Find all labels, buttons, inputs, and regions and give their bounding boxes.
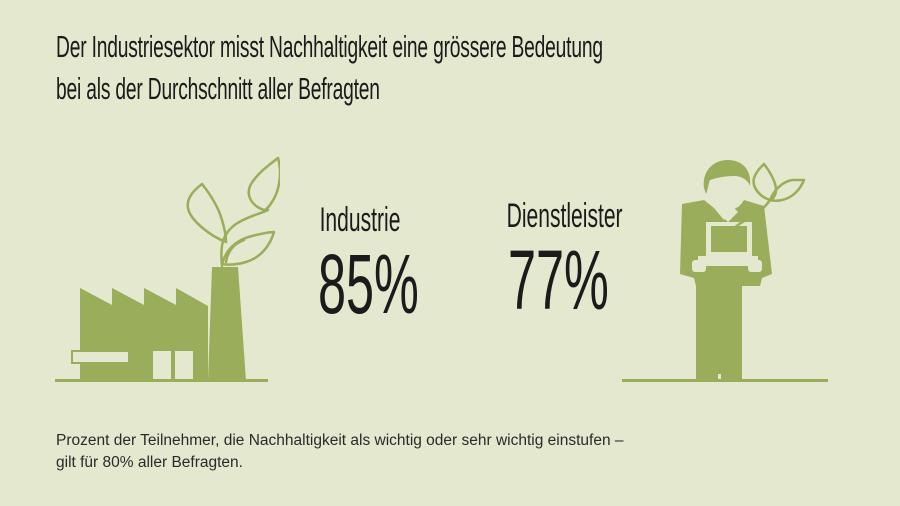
stat-value: 85% <box>318 237 419 331</box>
person-with-laptop-and-sprout-icon <box>622 160 828 382</box>
footnote: Prozent der Teilnehmer, die Nachhaltigke… <box>56 430 816 474</box>
title-line-1: Der Industriesektor misst Nachhaltigkeit… <box>56 29 603 64</box>
stat-services: Dienstleister 77% <box>480 196 623 327</box>
stat-value: 77% <box>508 233 609 327</box>
page-title: Der Industriesektor misst Nachhaltigkeit… <box>56 26 837 110</box>
footnote-line-1: Prozent der Teilnehmer, die Nachhaltigke… <box>56 432 624 449</box>
title-line-2: bei als der Durchschnitt aller Befragten <box>56 71 380 106</box>
factory-with-sprout-icon <box>55 156 280 382</box>
stat-label: Industrie <box>319 201 401 239</box>
stat-label: Dienstleister <box>506 197 623 235</box>
footnote-line-2: gilt für 80% aller Befragten. <box>56 454 243 471</box>
stat-industry: Industrie 85% <box>290 200 430 326</box>
